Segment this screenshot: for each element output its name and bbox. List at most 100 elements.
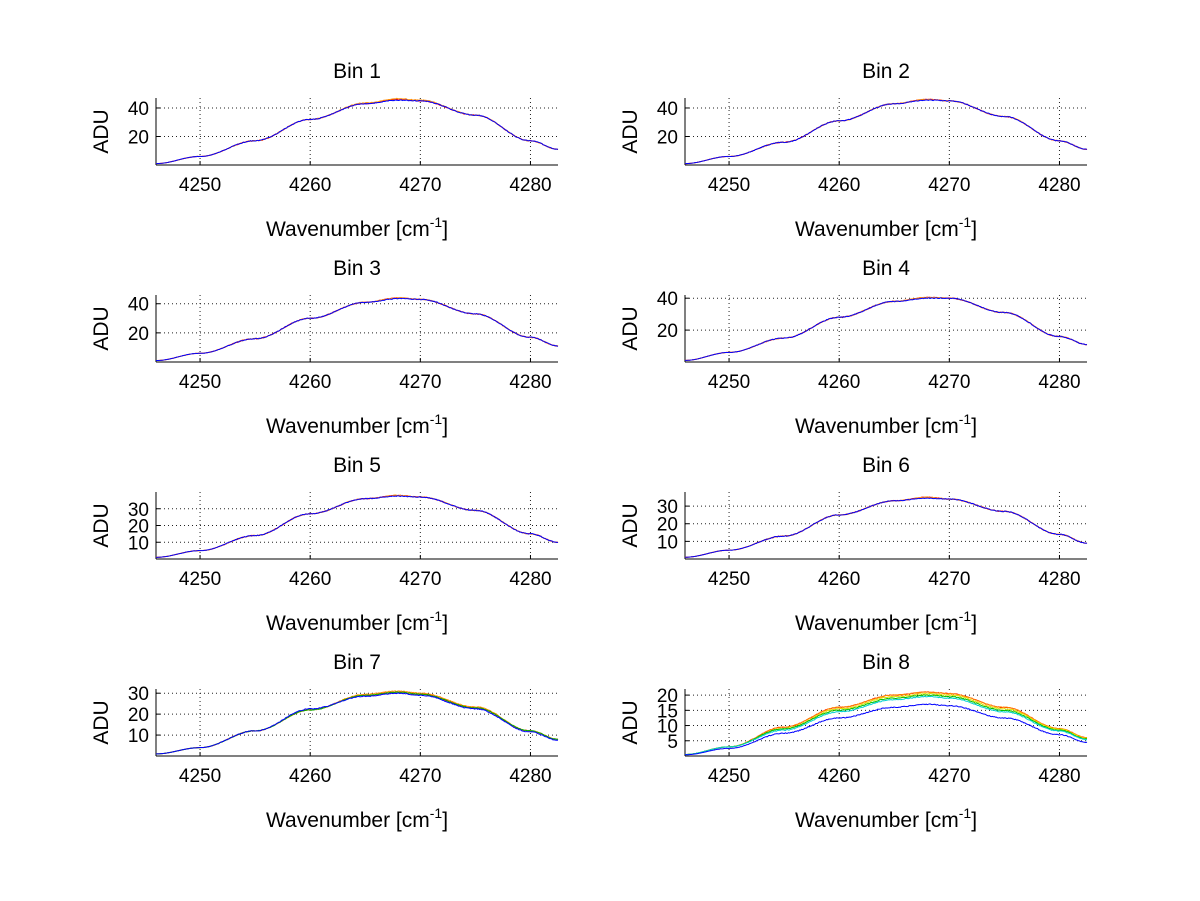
y-tick-label: 10 — [128, 726, 149, 747]
x-axis-label-superscript: -1 — [959, 411, 972, 427]
x-axis-label: Wavenumber [cm-1] — [795, 608, 977, 635]
x-tick-label: 4270 — [399, 175, 441, 196]
subplot-bin-1: Bin 1 4250 4260 4270 4280 20 40 ADU Wavenumber [… — [90, 60, 559, 241]
series-line-blue — [684, 297, 1088, 361]
y-axis-label: ADU — [619, 700, 642, 744]
x-axis-label-superscript: -1 — [959, 608, 972, 624]
x-tick-label: 4260 — [818, 175, 860, 196]
x-tick-label: 4250 — [179, 372, 221, 393]
x-tick-label: 4260 — [818, 766, 860, 787]
y-tick-label: 30 — [657, 497, 678, 518]
subplot-title: Bin 3 — [333, 257, 381, 280]
y-tick-label: 20 — [657, 686, 678, 707]
y-tick-label: 20 — [128, 517, 149, 538]
series-line-blue — [156, 495, 559, 558]
subplot-title: Bin 2 — [862, 60, 910, 83]
x-tick-label: 4280 — [509, 372, 551, 393]
y-axis-label: ADU — [90, 700, 113, 744]
x-tick-label: 4260 — [289, 175, 331, 196]
x-tick-label: 4270 — [928, 569, 970, 590]
x-tick-label: 4280 — [1038, 569, 1080, 590]
series-line-cyan — [684, 695, 1088, 755]
x-axis-label-main: Wavenumber [cm — [266, 809, 430, 832]
y-axis-label: ADU — [619, 503, 642, 547]
x-tick-label: 4250 — [179, 175, 221, 196]
x-axis-label-main: Wavenumber [cm — [795, 415, 959, 438]
x-tick-label: 4270 — [399, 766, 441, 787]
series-line-blue — [684, 703, 1088, 756]
y-tick-label: 10 — [657, 532, 678, 553]
x-axis-label-superscript: -1 — [430, 805, 443, 821]
y-tick-label: 30 — [128, 500, 149, 521]
y-tick-label: 10 — [657, 717, 678, 738]
y-tick-label: 40 — [657, 289, 678, 310]
x-tick-label: 4250 — [708, 766, 750, 787]
x-axis-label: Wavenumber [cm-1] — [266, 608, 448, 635]
x-axis-label-main: Wavenumber [cm — [266, 415, 430, 438]
y-axis-label: ADU — [90, 306, 113, 350]
x-tick-label: 4260 — [289, 766, 331, 787]
x-axis-label-suffix: ] — [442, 415, 448, 438]
x-tick-label: 4250 — [708, 569, 750, 590]
x-tick-label: 4280 — [509, 175, 551, 196]
x-tick-label: 4280 — [509, 569, 551, 590]
x-tick-label: 4260 — [818, 372, 860, 393]
x-axis-label-suffix: ] — [971, 218, 977, 241]
y-tick-label: 20 — [657, 515, 678, 536]
x-axis-label-superscript: -1 — [430, 608, 443, 624]
x-tick-label: 4280 — [1038, 766, 1080, 787]
x-tick-label: 4280 — [1038, 175, 1080, 196]
y-axis-label: ADU — [90, 503, 113, 547]
x-axis-label-suffix: ] — [442, 612, 448, 635]
x-tick-label: 4250 — [708, 372, 750, 393]
x-axis-label-suffix: ] — [971, 415, 977, 438]
x-tick-label: 4250 — [708, 175, 750, 196]
subplot-bin-3: Bin 3 4250 4260 4270 4280 20 40 ADU Wavenumber [… — [90, 257, 559, 438]
x-axis-label-suffix: ] — [971, 612, 977, 635]
y-tick-label: 20 — [128, 705, 149, 726]
series-line-blue — [684, 497, 1088, 558]
series-line-blue — [684, 99, 1088, 165]
series-line-blue — [155, 297, 559, 362]
x-tick-label: 4260 — [818, 569, 860, 590]
x-tick-label: 4260 — [289, 569, 331, 590]
x-axis-label-superscript: -1 — [430, 411, 443, 427]
y-axis-label: ADU — [90, 109, 113, 153]
x-axis-label-suffix: ] — [971, 809, 977, 832]
y-axis-label: ADU — [619, 306, 642, 350]
x-axis-label: Wavenumber [cm-1] — [795, 411, 977, 438]
x-axis-label: Wavenumber [cm-1] — [795, 214, 977, 241]
subplot-title: Bin 7 — [333, 651, 381, 674]
subplot-title: Bin 8 — [862, 651, 910, 674]
y-tick-label: 20 — [657, 321, 678, 342]
y-tick-label: 30 — [128, 684, 149, 705]
x-axis-label-main: Wavenumber [cm — [266, 612, 430, 635]
x-tick-label: 4270 — [928, 175, 970, 196]
subplot-title: Bin 4 — [862, 257, 910, 280]
y-tick-label: 20 — [128, 127, 149, 148]
x-axis-label-main: Wavenumber [cm — [795, 612, 959, 635]
x-tick-label: 4250 — [179, 766, 221, 787]
x-axis-label-superscript: -1 — [959, 805, 972, 821]
x-axis-label-superscript: -1 — [430, 214, 443, 230]
y-tick-label: 40 — [128, 99, 149, 120]
y-tick-label: 40 — [657, 99, 678, 120]
x-axis-label-superscript: -1 — [959, 214, 972, 230]
x-axis-label-main: Wavenumber [cm — [266, 218, 430, 241]
x-tick-label: 4270 — [399, 569, 441, 590]
y-tick-label: 20 — [657, 127, 678, 148]
x-tick-label: 4250 — [179, 569, 221, 590]
x-axis-label: Wavenumber [cm-1] — [266, 214, 448, 241]
x-axis-label: Wavenumber [cm-1] — [266, 805, 448, 832]
x-axis-label-main: Wavenumber [cm — [795, 809, 959, 832]
subplot-bin-4: Bin 4 4250 4260 4270 4280 20 40 ADU Wavenumber [… — [619, 257, 1088, 438]
x-tick-label: 4260 — [289, 372, 331, 393]
y-tick-label: 10 — [128, 533, 149, 554]
x-axis-label-suffix: ] — [442, 218, 448, 241]
x-axis-label: Wavenumber [cm-1] — [795, 805, 977, 832]
